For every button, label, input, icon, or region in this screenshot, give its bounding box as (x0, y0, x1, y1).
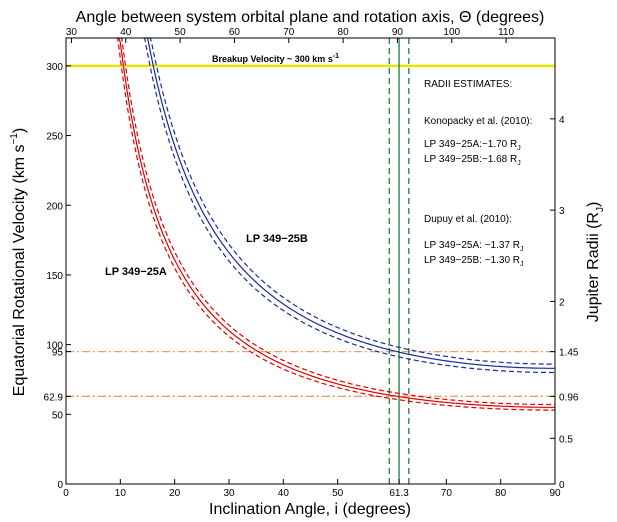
annotations: RADII ESTIMATES: Konopacky et al. (2010)… (424, 79, 532, 268)
dupuy-b: LP 349−25B: ~1.30 RJ (424, 255, 524, 268)
top-tick-label: 100 (443, 27, 460, 38)
y-tick-label: 250 (46, 132, 63, 143)
y-tick-label: 150 (46, 271, 63, 282)
x-tick-label: 70 (441, 488, 453, 499)
y-tick-label: 0 (57, 480, 63, 491)
top-tick-label: 110 (498, 27, 514, 38)
y2-axis-title: Jupiter Radii (RJ) (585, 202, 606, 323)
x-axis-title: Inclination Angle, i (degrees) (209, 501, 411, 518)
y-tick-label: 95 (52, 348, 64, 359)
breakup-label: Breakup Velocity ~ 300 km s-1 (212, 53, 339, 64)
series-bound-line (143, 37, 555, 374)
x-tick-label: 50 (332, 488, 344, 499)
y-tick-label: 62.9 (44, 392, 64, 403)
chart-title: Angle between system orbital plane and r… (76, 9, 545, 26)
y2-tick-label: 3 (559, 206, 565, 217)
x-tick-label: 40 (278, 488, 290, 499)
series-label: LP 349−25A (105, 266, 167, 278)
top-tick-label: 80 (338, 27, 350, 38)
y2-tick-label: 0 (559, 480, 565, 491)
series-line (146, 37, 555, 369)
top-tick-label: 30 (66, 27, 78, 38)
konopacky-ref: Konopacky et al. (2010): (424, 116, 532, 127)
y-axis-title: Equatorial Rotational Velocity (km s−1) (9, 128, 28, 396)
radii-heading: RADII ESTIMATES: (424, 79, 512, 90)
series-bound-line (120, 37, 555, 406)
plot-frame (65, 37, 556, 485)
series-label: LP 349−25B (246, 233, 308, 245)
y2-tick-label: 2 (559, 297, 565, 308)
x-tick-label: 61.3 (389, 488, 409, 499)
x-tick-label: 20 (169, 488, 181, 499)
series-line (118, 37, 555, 408)
konopacky-b: LP 349−25B:~1.68 RJ (424, 154, 521, 167)
konopacky-a: LP 349−25A:~1.70 RJ (424, 139, 521, 152)
dupuy-a: LP 349−25A: ~1.37 RJ (424, 240, 524, 253)
x-tick-label: 10 (115, 488, 127, 499)
x-tick-label: 0 (63, 488, 69, 499)
dupuy-ref: Dupuy et al. (2010): (424, 214, 512, 225)
x-tick-label: 90 (549, 488, 561, 499)
y2-tick-label: 0.96 (559, 392, 579, 403)
top-tick-label: 70 (283, 27, 295, 38)
y-tick-label: 100 (46, 341, 63, 352)
y2-tick-label: 4 (559, 115, 565, 126)
y2-tick-label: 1.45 (559, 348, 579, 359)
top-tick-label: 60 (229, 27, 241, 38)
series-bound-line (116, 37, 555, 411)
y-tick-label: 300 (46, 62, 63, 73)
y-tick-label: 200 (46, 201, 63, 212)
top-tick-label: 90 (392, 27, 404, 38)
x-tick-label: 80 (495, 488, 507, 499)
top-tick-label: 40 (120, 27, 132, 38)
series-bound-line (148, 37, 555, 365)
top-tick-label: 50 (175, 27, 187, 38)
y-tick-label: 50 (52, 410, 64, 421)
x-tick-label: 30 (223, 488, 235, 499)
y2-tick-label: 0.5 (559, 434, 573, 445)
